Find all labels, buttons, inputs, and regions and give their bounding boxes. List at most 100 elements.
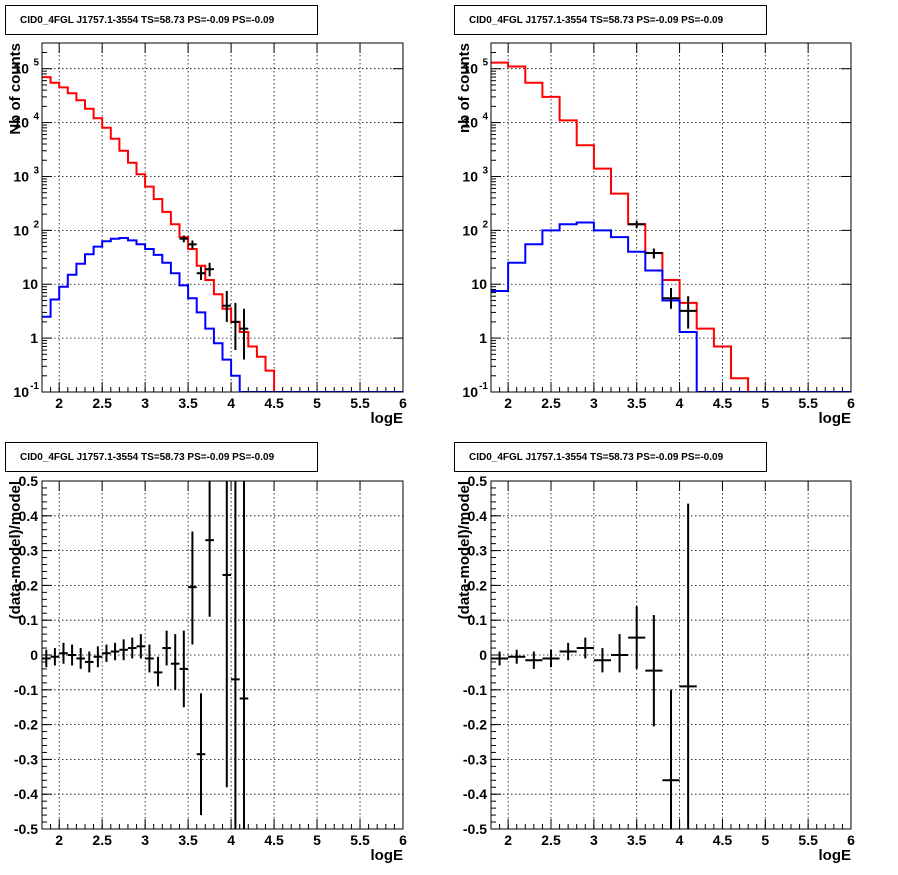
y-tick-label-exponent: 4 xyxy=(33,112,39,123)
data-point xyxy=(67,644,77,666)
chart-title: CID0_4FGL J1757.1-3554 TS=58.73 PS=-0.09… xyxy=(20,452,275,463)
y-tick-label: -0.3 xyxy=(463,751,487,767)
plot-frame xyxy=(41,42,404,393)
data-point xyxy=(42,649,51,668)
data-point xyxy=(179,235,189,243)
x-tick-label: 2.5 xyxy=(92,395,112,411)
data-point xyxy=(145,644,154,673)
x-tick-label: 4.5 xyxy=(264,832,284,848)
y-tick-label: -0.4 xyxy=(14,786,38,802)
data-point xyxy=(205,481,214,617)
y-tick-label: 10 xyxy=(462,384,478,400)
data-point xyxy=(188,531,197,645)
y-tick-label: 10 xyxy=(13,168,29,184)
plot-area xyxy=(42,76,403,392)
x-tick-label: 6 xyxy=(847,395,855,411)
data-point xyxy=(170,634,180,690)
x-tick-label: 5.5 xyxy=(350,832,370,848)
y-tick-label: 0 xyxy=(30,647,38,663)
data-point xyxy=(559,642,577,661)
data-point xyxy=(84,651,94,673)
y-tick-label: 0.3 xyxy=(468,543,488,559)
data-point xyxy=(222,481,232,788)
x-tick-label: 2.5 xyxy=(541,395,561,411)
x-tick-label: 3.5 xyxy=(627,832,647,848)
x-tick-label: 4 xyxy=(227,395,235,411)
x-tick-label: 4 xyxy=(676,832,684,848)
data-point xyxy=(110,642,120,661)
data-point xyxy=(611,634,629,673)
plot-frame xyxy=(490,480,852,830)
y-tick-label: -0.3 xyxy=(14,751,38,767)
data-point xyxy=(628,220,646,229)
histogram-series-1 xyxy=(42,237,403,392)
chart-title-box: CID0_4FGL J1757.1-3554 TS=58.73 PS=-0.09… xyxy=(454,5,767,35)
data-point xyxy=(119,639,128,661)
histogram-series-1 xyxy=(491,221,851,392)
x-tick-label: 2 xyxy=(55,395,63,411)
y-tick-label: 0.4 xyxy=(19,508,39,524)
data-point xyxy=(576,637,594,659)
x-tick-label: 3.5 xyxy=(178,832,198,848)
x-tick-label: 2 xyxy=(504,832,512,848)
data-point xyxy=(491,651,509,666)
x-axis-label: logE xyxy=(371,410,404,427)
data-point xyxy=(93,646,103,668)
chart-title: CID0_4FGL J1757.1-3554 TS=58.73 PS=-0.09… xyxy=(20,15,275,26)
y-tick-label: -0.2 xyxy=(463,717,487,733)
y-tick-label: 10 xyxy=(462,61,478,77)
y-tick-label: 0.5 xyxy=(468,473,488,489)
chart-title-box: CID0_4FGL J1757.1-3554 TS=58.73 PS=-0.09… xyxy=(5,5,318,35)
data-point xyxy=(662,689,680,829)
y-axis-label: Nb of counts xyxy=(7,43,24,135)
data-point xyxy=(645,614,663,727)
title-box-frame xyxy=(454,5,767,35)
chart-title: CID0_4FGL J1757.1-3554 TS=58.73 PS=-0.09… xyxy=(469,15,724,26)
x-tick-label: 2.5 xyxy=(92,832,112,848)
y-tick-label: 0.2 xyxy=(468,577,488,593)
y-tick-label: 10 xyxy=(462,168,478,184)
y-tick-label: 0 xyxy=(479,647,487,663)
x-tick-label: 5 xyxy=(313,395,321,411)
y-tick-label: 0.5 xyxy=(19,473,39,489)
y-tick-label-exponent: 2 xyxy=(482,219,488,230)
y-tick-label: 0.4 xyxy=(468,508,488,524)
x-tick-label: 3.5 xyxy=(627,395,647,411)
x-tick-label: 4 xyxy=(227,832,235,848)
x-tick-label: 3 xyxy=(141,832,149,848)
y-tick-label: 1 xyxy=(479,330,487,346)
x-tick-label: 2.5 xyxy=(541,832,561,848)
bottom-right-residual-plot: CID0_4FGL J1757.1-3554 TS=58.73 PS=-0.09… xyxy=(454,442,855,864)
x-tick-label: 6 xyxy=(847,832,855,848)
data-point xyxy=(162,630,171,666)
y-tick-label: 10 xyxy=(13,222,29,238)
data-point xyxy=(239,481,249,829)
y-tick-label-exponent: 2 xyxy=(33,219,39,230)
x-tick-label: 6 xyxy=(399,395,407,411)
data-point xyxy=(525,651,543,669)
y-tick-label: 10 xyxy=(471,276,487,292)
data-point xyxy=(239,308,249,360)
y-tick-label-exponent: -1 xyxy=(479,381,488,392)
y-tick-label-exponent: 3 xyxy=(482,165,488,176)
data-point xyxy=(593,648,611,673)
plot-area xyxy=(491,503,697,829)
data-point xyxy=(196,693,206,816)
x-tick-label: 2 xyxy=(504,395,512,411)
y-tick-label: 10 xyxy=(22,276,38,292)
title-box-frame xyxy=(454,442,767,472)
x-axis-label: logE xyxy=(819,410,852,427)
data-point xyxy=(59,642,68,664)
data-point xyxy=(188,240,197,250)
data-point xyxy=(50,648,60,666)
histogram-series-0 xyxy=(491,61,851,392)
y-tick-label: 0.2 xyxy=(19,577,39,593)
y-tick-label: 10 xyxy=(13,61,29,77)
x-tick-label: 5.5 xyxy=(798,832,818,848)
plot-area xyxy=(491,61,851,392)
data-point xyxy=(679,296,697,329)
y-tick-label-exponent: 4 xyxy=(482,112,488,123)
y-tick-label: 1 xyxy=(30,330,38,346)
y-tick-label: 10 xyxy=(462,222,478,238)
